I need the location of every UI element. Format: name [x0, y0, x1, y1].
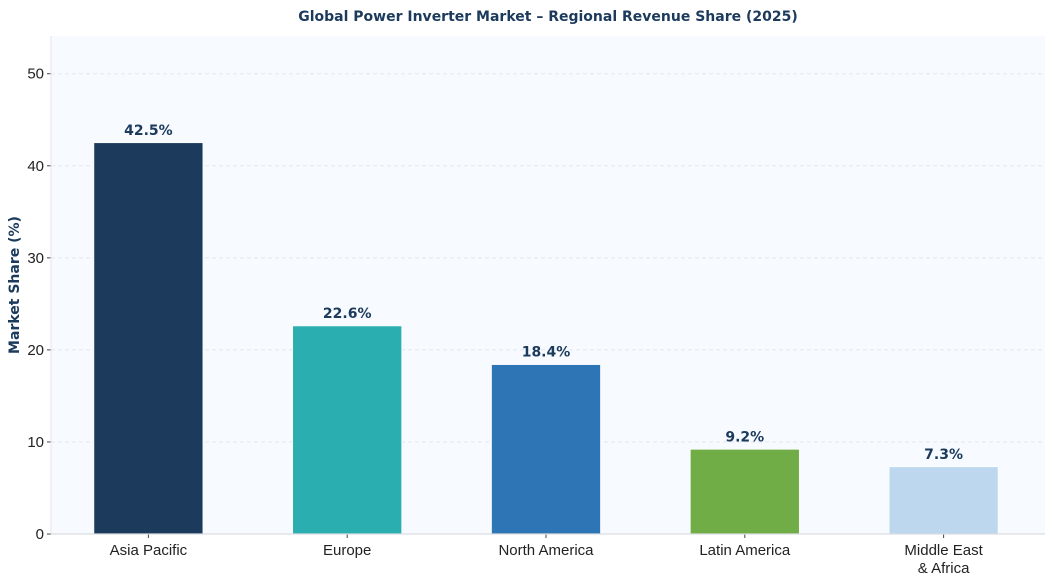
- y-axis-label: Market Share (%): [7, 216, 23, 354]
- y-tick-label: 50: [27, 66, 44, 83]
- bar: [292, 325, 402, 535]
- y-tick-label: 30: [27, 250, 44, 267]
- x-tick-label: Middle East: [904, 542, 983, 559]
- x-tick-label: North America: [498, 542, 594, 559]
- data-label: 18.4%: [522, 345, 571, 361]
- data-label: 22.6%: [323, 306, 372, 322]
- bar: [888, 466, 999, 535]
- y-tick-label: 10: [27, 434, 44, 451]
- chart-title: Global Power Inverter Market – Regional …: [298, 9, 798, 25]
- y-tick-label: 0: [36, 526, 44, 543]
- x-tick-label: Europe: [323, 542, 371, 559]
- bar: [690, 449, 800, 535]
- data-label: 42.5%: [124, 123, 173, 139]
- x-axis-ticks: Asia Pacific Europe North America Latin Ame…: [110, 534, 984, 577]
- x-tick-label: Latin America: [699, 542, 791, 559]
- data-label: 7.3%: [924, 447, 963, 463]
- bar: [491, 364, 601, 535]
- bar: [93, 142, 204, 535]
- y-tick-label: 20: [27, 342, 44, 359]
- bars: [93, 142, 999, 535]
- x-tick-label: Asia Pacific: [110, 542, 188, 559]
- data-label: 9.2%: [725, 429, 764, 445]
- data-labels: 42.5% 22.6% 18.4% 9.2% 7.3%: [124, 123, 963, 463]
- y-tick-label: 40: [27, 158, 44, 175]
- x-tick-label: & Africa: [918, 560, 970, 577]
- y-axis-ticks: 0 10 20 30 40 50: [27, 66, 51, 543]
